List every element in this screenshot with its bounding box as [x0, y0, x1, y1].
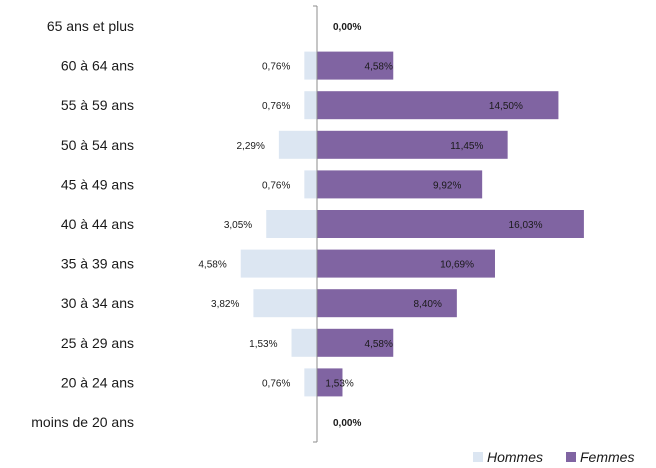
hommes-bar [291, 328, 317, 357]
femmes-value-label: 4,58% [365, 62, 393, 73]
femmes-value-label: 8,40% [414, 299, 442, 310]
hommes-value-label: 0,76% [262, 378, 290, 389]
hommes-value-label: 2,29% [237, 141, 265, 152]
femmes-value-label: 16,03% [509, 220, 543, 231]
hommes-bar [240, 249, 317, 278]
hommes-value-label: 3,05% [224, 220, 252, 231]
legend-swatch-femmes [566, 452, 576, 462]
category-label: 40 à 44 ans [61, 216, 134, 232]
femmes-bar [317, 91, 559, 120]
hommes-bar [304, 368, 317, 397]
hommes-value-label: 1,53% [249, 339, 277, 350]
legend-swatch-hommes [473, 452, 483, 462]
hommes-bar [304, 51, 317, 80]
category-label: 65 ans et plus [47, 18, 134, 34]
category-label: 55 à 59 ans [61, 97, 134, 113]
legend-label-hommes: Hommes [487, 449, 543, 465]
category-label: 45 à 49 ans [61, 176, 134, 192]
category-label: moins de 20 ans [31, 414, 134, 430]
hommes-bar [253, 289, 317, 318]
category-label: 50 à 54 ans [61, 137, 134, 153]
hommes-value-label: 3,82% [211, 299, 239, 310]
femmes-bar [317, 368, 343, 397]
hommes-bar [266, 210, 317, 238]
femmes-bar [317, 249, 495, 278]
femmes-value-label: 9,92% [433, 180, 461, 191]
hommes-bar [278, 130, 317, 159]
femmes-value-label: 0,00% [333, 418, 361, 429]
category-label: 60 à 64 ans [61, 58, 134, 74]
hommes-bar [304, 91, 317, 120]
legend: Hommes Femmes [473, 449, 634, 465]
category-label: 20 à 24 ans [61, 374, 134, 390]
category-label: 25 à 29 ans [61, 335, 134, 351]
femmes-value-label: 10,69% [440, 260, 474, 271]
femmes-bar [317, 51, 394, 80]
hommes-bar [304, 170, 317, 199]
femmes-value-label: 0,00% [333, 22, 361, 33]
hommes-value-label: 0,76% [262, 180, 290, 191]
femmes-value-label: 1,53% [325, 378, 353, 389]
category-label: 35 à 39 ans [61, 256, 134, 272]
femmes-bar [317, 210, 584, 238]
femmes-bar [317, 130, 508, 159]
femmes-value-label: 4,58% [365, 339, 393, 350]
femmes-bar [317, 289, 457, 318]
labels-layer: 65 ans et plus 0,00% 60 à 64 ans 0,76% 4,58%… [31, 5, 543, 443]
category-label: 30 à 34 ans [61, 295, 134, 311]
femmes-value-label: 11,45% [450, 141, 483, 152]
legend-label-femmes: Femmes [580, 449, 634, 465]
hommes-value-label: 0,76% [262, 101, 290, 112]
femmes-value-label: 14,50% [489, 101, 523, 112]
hommes-value-label: 4,58% [198, 260, 226, 271]
bars-layer [240, 51, 584, 397]
femmes-bar [317, 170, 483, 199]
femmes-bar [317, 328, 394, 357]
hommes-value-label: 0,76% [262, 62, 290, 73]
